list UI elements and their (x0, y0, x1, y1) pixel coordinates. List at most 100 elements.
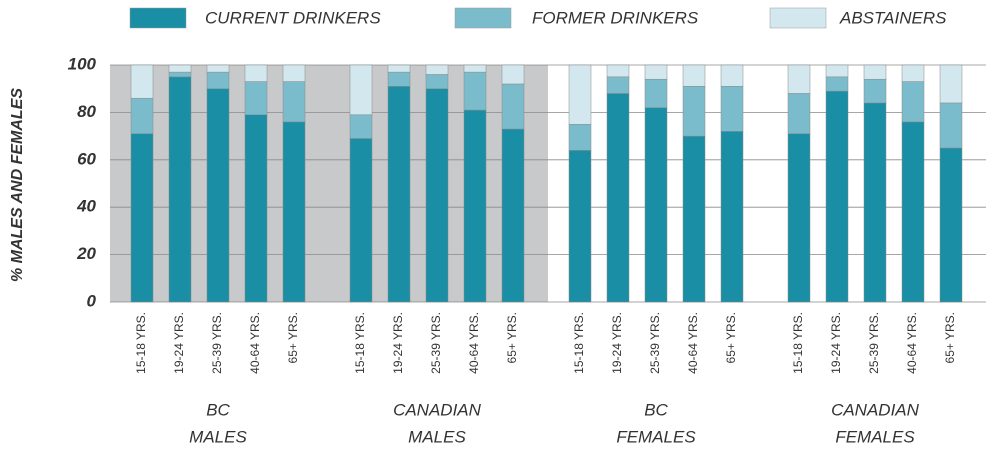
bar-segment (568, 124, 592, 151)
bar-segment (606, 64, 630, 78)
bar-segment (130, 64, 154, 99)
bar-segment (282, 81, 306, 123)
bar-segment (787, 64, 811, 94)
bar-segment (425, 64, 449, 75)
bar-segment (244, 81, 268, 116)
bar-segment (349, 64, 373, 116)
bar-segment (644, 64, 668, 80)
x-tick-label: 15-18 YRS. (791, 312, 805, 374)
bar-segment (387, 64, 411, 73)
bar-segment (425, 88, 449, 303)
bar-segment (349, 138, 373, 303)
group-label: CANADIAN (831, 400, 920, 419)
bar-segment (863, 102, 887, 303)
bar-segment (206, 64, 230, 73)
x-tick-label: 25-39 YRS. (648, 312, 662, 374)
bar-segment (282, 64, 306, 82)
x-tick-label: 40-64 YRS. (248, 312, 262, 374)
bar-segment (168, 71, 192, 78)
bar-segment (244, 64, 268, 82)
y-tick-label: 0 (87, 291, 97, 310)
legend-label: ABSTAINERS (839, 8, 947, 27)
bar-segment (168, 64, 192, 73)
bar-segment (787, 133, 811, 303)
bar-segment (720, 86, 744, 132)
bar-segment (939, 102, 963, 149)
group-label: FEMALES (835, 427, 915, 446)
legend-swatch (129, 7, 187, 29)
x-tick-label: 25-39 YRS. (429, 312, 443, 374)
bar-segment (168, 76, 192, 303)
bar-segment (939, 147, 963, 303)
x-tick-label: 19-24 YRS. (391, 312, 405, 374)
bar-segment (501, 83, 525, 130)
x-tick-label: 65+ YRS. (505, 312, 519, 363)
bar-segment (787, 93, 811, 134)
group-label: CANADIAN (393, 400, 482, 419)
bar-segment (825, 76, 849, 92)
bar-segment (206, 71, 230, 89)
bar-segment (501, 128, 525, 303)
bar-segment (501, 64, 525, 85)
bar-segment (682, 64, 706, 87)
bar-segment (863, 78, 887, 104)
y-tick-label: 100 (68, 54, 97, 73)
bar-segment (606, 76, 630, 94)
bar-segment (387, 86, 411, 303)
y-axis-label: % MALES AND FEMALES (9, 88, 26, 282)
bar-segment (568, 150, 592, 303)
bar-segment (901, 121, 925, 303)
x-tick-label: 15-18 YRS. (572, 312, 586, 374)
bar-segment (206, 88, 230, 303)
x-tick-label: 40-64 YRS. (686, 312, 700, 374)
bar-segment (244, 114, 268, 303)
legend-swatch (769, 7, 827, 29)
group-label: BC (206, 400, 230, 419)
x-tick-label: 65+ YRS. (943, 312, 957, 363)
bar-segment (568, 64, 592, 125)
bar-segment (682, 135, 706, 303)
bar-segment (463, 71, 487, 111)
bar-segment (644, 107, 668, 303)
x-tick-label: 40-64 YRS. (905, 312, 919, 374)
bar-segment (901, 64, 925, 82)
bar-segment (282, 121, 306, 303)
bar-segment (130, 133, 154, 303)
bar-segment (606, 93, 630, 303)
bar-segment (825, 64, 849, 78)
bar-segment (901, 81, 925, 123)
legend-label: FORMER DRINKERS (532, 8, 699, 27)
legend-swatch (454, 7, 512, 29)
y-tick-label: 60 (77, 149, 96, 168)
y-tick-label: 40 (76, 197, 96, 216)
bar-segment (863, 64, 887, 80)
bar-segment (720, 131, 744, 303)
bar-segment (130, 97, 154, 134)
bar-segment (682, 86, 706, 137)
x-tick-label: 25-39 YRS. (210, 312, 224, 374)
x-tick-label: 19-24 YRS. (829, 312, 843, 374)
group-label: MALES (408, 427, 466, 446)
bar-segment (644, 78, 668, 108)
x-tick-label: 65+ YRS. (286, 312, 300, 363)
x-tick-label: 15-18 YRS. (353, 312, 367, 374)
bar-segment (939, 64, 963, 104)
x-tick-label: 19-24 YRS. (610, 312, 624, 374)
y-tick-label: 20 (76, 244, 96, 263)
legend-label: CURRENT DRINKERS (205, 8, 381, 27)
x-tick-label: 25-39 YRS. (867, 312, 881, 374)
bar-segment (349, 114, 373, 139)
bar-segment (825, 90, 849, 303)
bar-segment (463, 64, 487, 73)
group-label: BC (644, 400, 668, 419)
x-tick-label: 19-24 YRS. (172, 312, 186, 374)
bar-segment (463, 109, 487, 303)
group-label: FEMALES (616, 427, 696, 446)
x-tick-label: 40-64 YRS. (467, 312, 481, 374)
bar-segment (720, 64, 744, 87)
x-tick-label: 65+ YRS. (724, 312, 738, 363)
x-tick-label: 15-18 YRS. (134, 312, 148, 374)
y-tick-label: 80 (77, 102, 96, 121)
bar-segment (425, 74, 449, 89)
